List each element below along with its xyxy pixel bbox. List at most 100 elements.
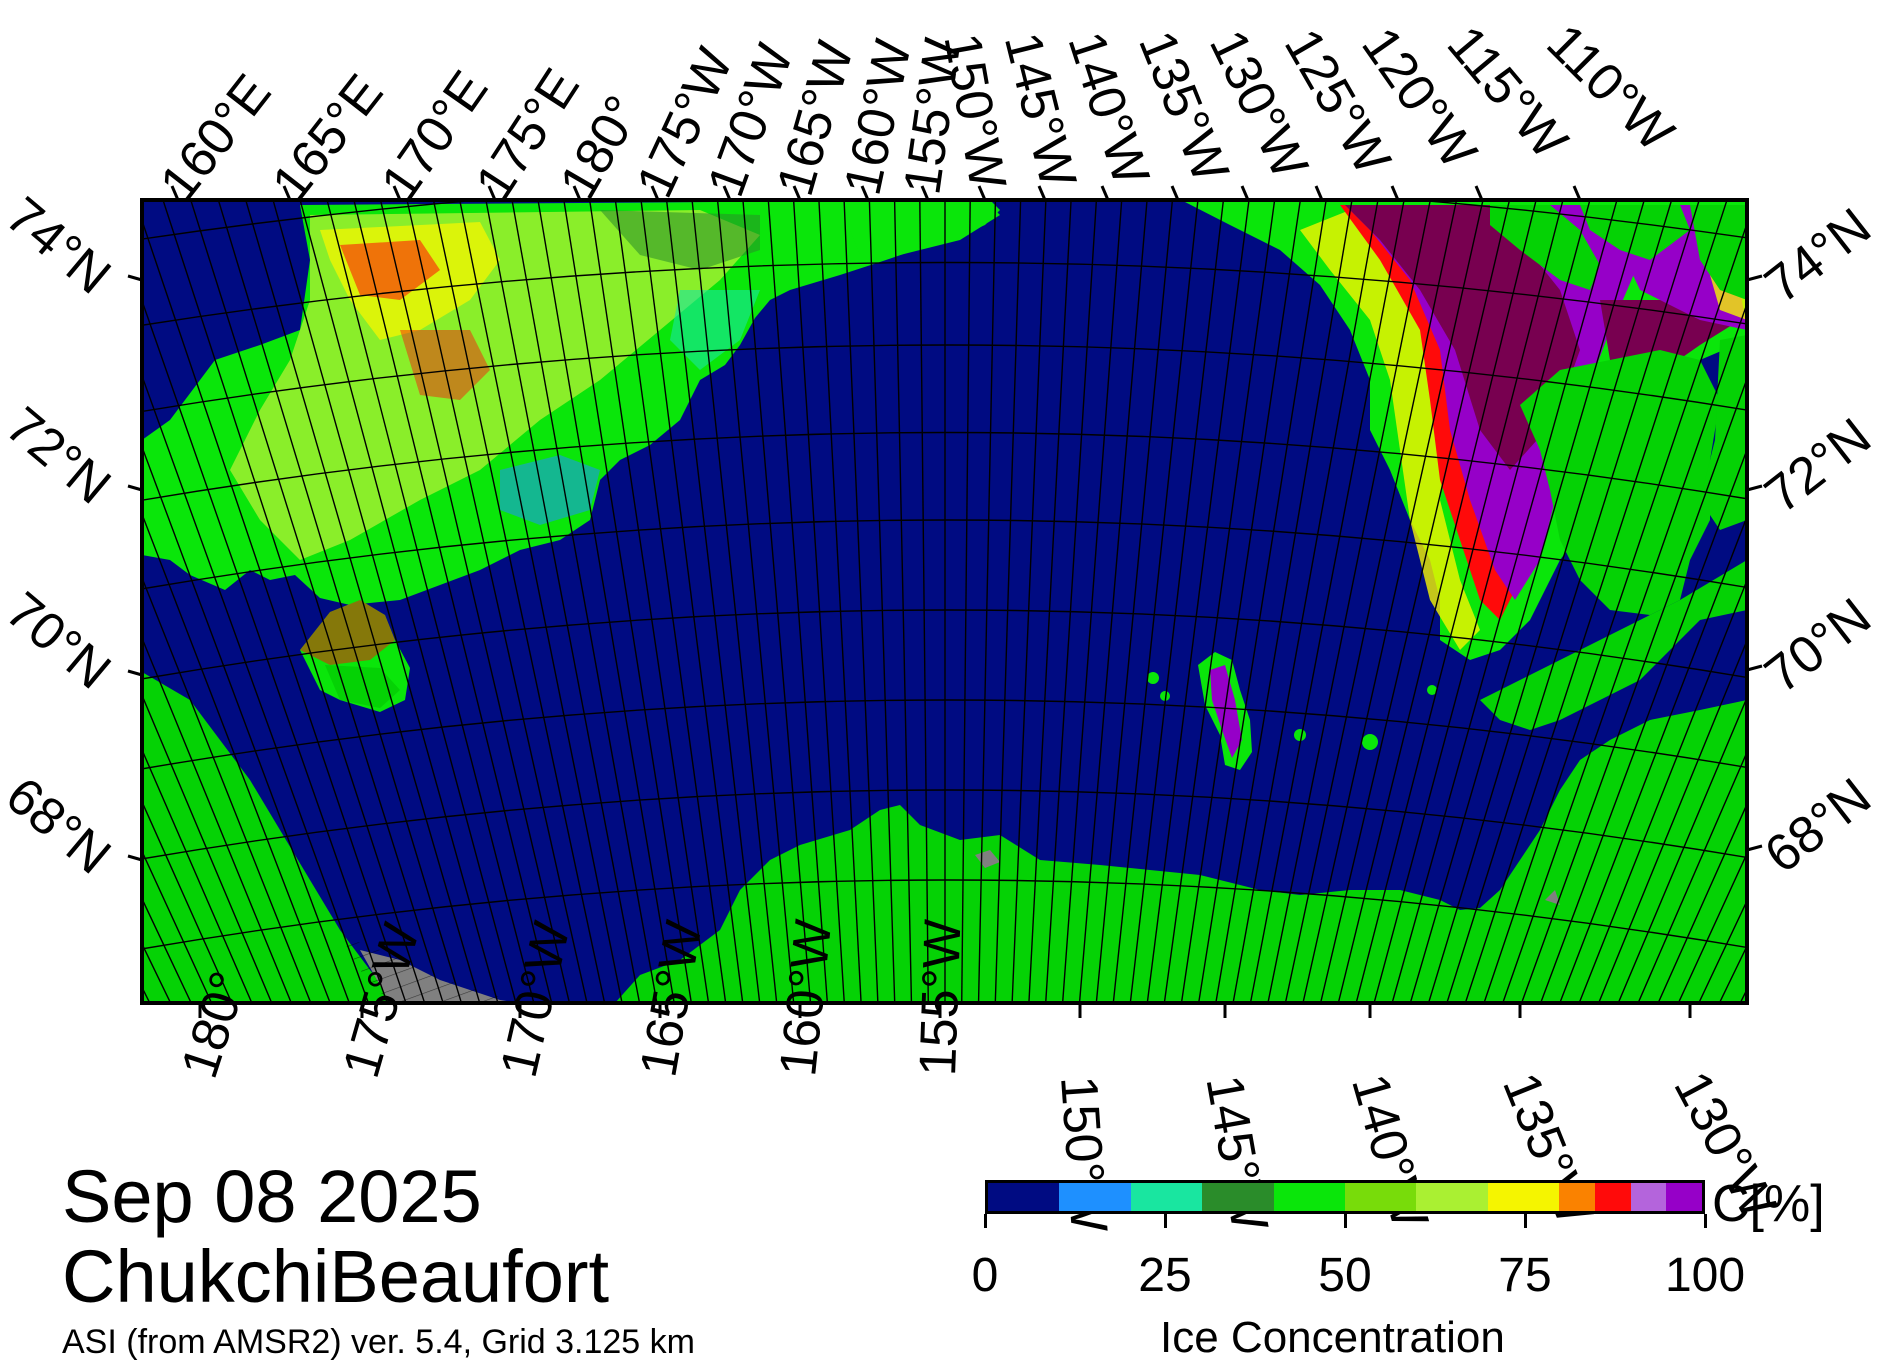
edge-tick <box>920 185 930 201</box>
edge-ticks <box>127 185 1763 1018</box>
meridian-line <box>563 200 693 1003</box>
colorbar-segment <box>1130 1183 1203 1211</box>
colorbar-tick-label: 100 <box>1664 1249 1746 1302</box>
meridian-line <box>379 200 571 1003</box>
meridian-line <box>1095 200 1174 1003</box>
edge-tick <box>1746 484 1763 492</box>
meridian-line <box>1520 376 1747 1003</box>
meridian-line <box>1197 200 1327 1003</box>
colorbar-segment <box>988 1183 1060 1211</box>
colorbar-segment <box>1594 1183 1631 1211</box>
meridian-line <box>142 218 407 1003</box>
colorbar-title: Ice Concentration <box>1160 1313 1505 1362</box>
meridian-line <box>1267 200 1432 1003</box>
edge-tick <box>650 185 660 201</box>
colorbar-segment <box>1202 1183 1274 1211</box>
meridian-line <box>1028 200 1072 1003</box>
meridian-line <box>1284 200 1458 1003</box>
wrangel-island <box>300 600 410 712</box>
meridian-line <box>588 200 710 1003</box>
meridian-line <box>1061 200 1123 1003</box>
meridian-line <box>1502 301 1747 1003</box>
meridian-line <box>511 200 658 1003</box>
colorbar-tick-label: 75 <box>1498 1249 1552 1302</box>
edge-tick <box>1390 185 1400 201</box>
meridian-line <box>691 200 778 1003</box>
edge-tick <box>1746 844 1763 852</box>
meridian-line <box>843 200 879 1003</box>
meridian-line <box>1373 200 1591 1003</box>
meridian-line <box>1112 200 1199 1003</box>
meridian-line <box>406 200 588 1003</box>
meridian-line <box>142 298 388 1003</box>
meridian-line <box>1464 200 1728 1003</box>
meridian-line <box>1163 200 1276 1003</box>
edge-tick <box>127 274 143 282</box>
meridian-line <box>1578 578 1747 1003</box>
meridian-line <box>217 200 463 1003</box>
meridian-line <box>353 200 553 1003</box>
colorbar-tick <box>1703 1214 1707 1228</box>
colorbar-segment <box>1416 1183 1488 1211</box>
meridian-line <box>1337 200 1537 1003</box>
edge-tick <box>1240 185 1250 201</box>
edge-tick <box>792 185 802 201</box>
meridian-line <box>537 200 675 1003</box>
colorbar-tick <box>1523 1214 1527 1228</box>
edge-tick <box>1746 274 1763 282</box>
meridian-line <box>1011 200 1047 1003</box>
edge-tick <box>127 854 143 862</box>
colorbar-segment <box>1523 1183 1560 1211</box>
edge-tick <box>1746 664 1763 672</box>
edge-tick <box>392 185 402 201</box>
edge-tick <box>1037 185 1047 201</box>
meridian-line <box>272 200 499 1003</box>
chukotka-land <box>142 672 520 1003</box>
source-label: ASI (from AMSR2) ver. 5.4, Grid 3.125 km <box>62 1323 695 1361</box>
colorbar-segment <box>1666 1183 1703 1211</box>
meridian-line <box>142 445 351 1003</box>
edge-tick <box>127 484 143 492</box>
meridian-line <box>1180 200 1302 1003</box>
edge-tick <box>722 185 732 201</box>
colorbar <box>985 1180 1705 1214</box>
meridian-line <box>1302 200 1484 1003</box>
meridian-line <box>458 200 623 1003</box>
meridian-line <box>767 200 829 1003</box>
colorbar-segment <box>1630 1183 1667 1211</box>
meridian-line <box>716 200 795 1003</box>
colorbar-segment <box>1487 1183 1524 1211</box>
colorbar-segment <box>1345 1183 1417 1211</box>
meridian-line <box>142 693 273 1003</box>
meridian-line <box>190 200 444 1003</box>
meridian-line <box>792 200 845 1003</box>
meridian-line <box>432 200 606 1003</box>
meridian-line <box>818 200 862 1003</box>
colorbar-unit: C[%] <box>1712 1175 1825 1233</box>
meridian-line <box>1446 200 1700 1003</box>
sea-ice-west <box>142 200 1000 605</box>
meridian-line <box>244 200 481 1003</box>
edge-tick <box>170 185 180 201</box>
edge-tick <box>282 185 292 201</box>
meridian-line <box>485 200 641 1003</box>
meridian-line <box>994 200 1022 1003</box>
edge-tick <box>1572 185 1582 201</box>
edge-tick <box>127 669 143 677</box>
meridian-line <box>299 200 517 1003</box>
meridian-line <box>1249 200 1405 1003</box>
colorbar-tick-label: 25 <box>1138 1249 1192 1302</box>
alaska-land <box>615 700 1747 1003</box>
meridian-line <box>142 512 331 1003</box>
edge-tick <box>1474 185 1484 201</box>
meridian-line <box>1539 447 1747 1003</box>
meridian-line <box>1129 200 1225 1003</box>
edge-tick <box>1100 185 1110 201</box>
meridian-line <box>1391 200 1618 1003</box>
meridian-line <box>1483 221 1747 1003</box>
meridian-line <box>1355 200 1564 1003</box>
colorbar-tick-label: 0 <box>971 1249 999 1302</box>
meridian-line <box>1045 200 1098 1003</box>
